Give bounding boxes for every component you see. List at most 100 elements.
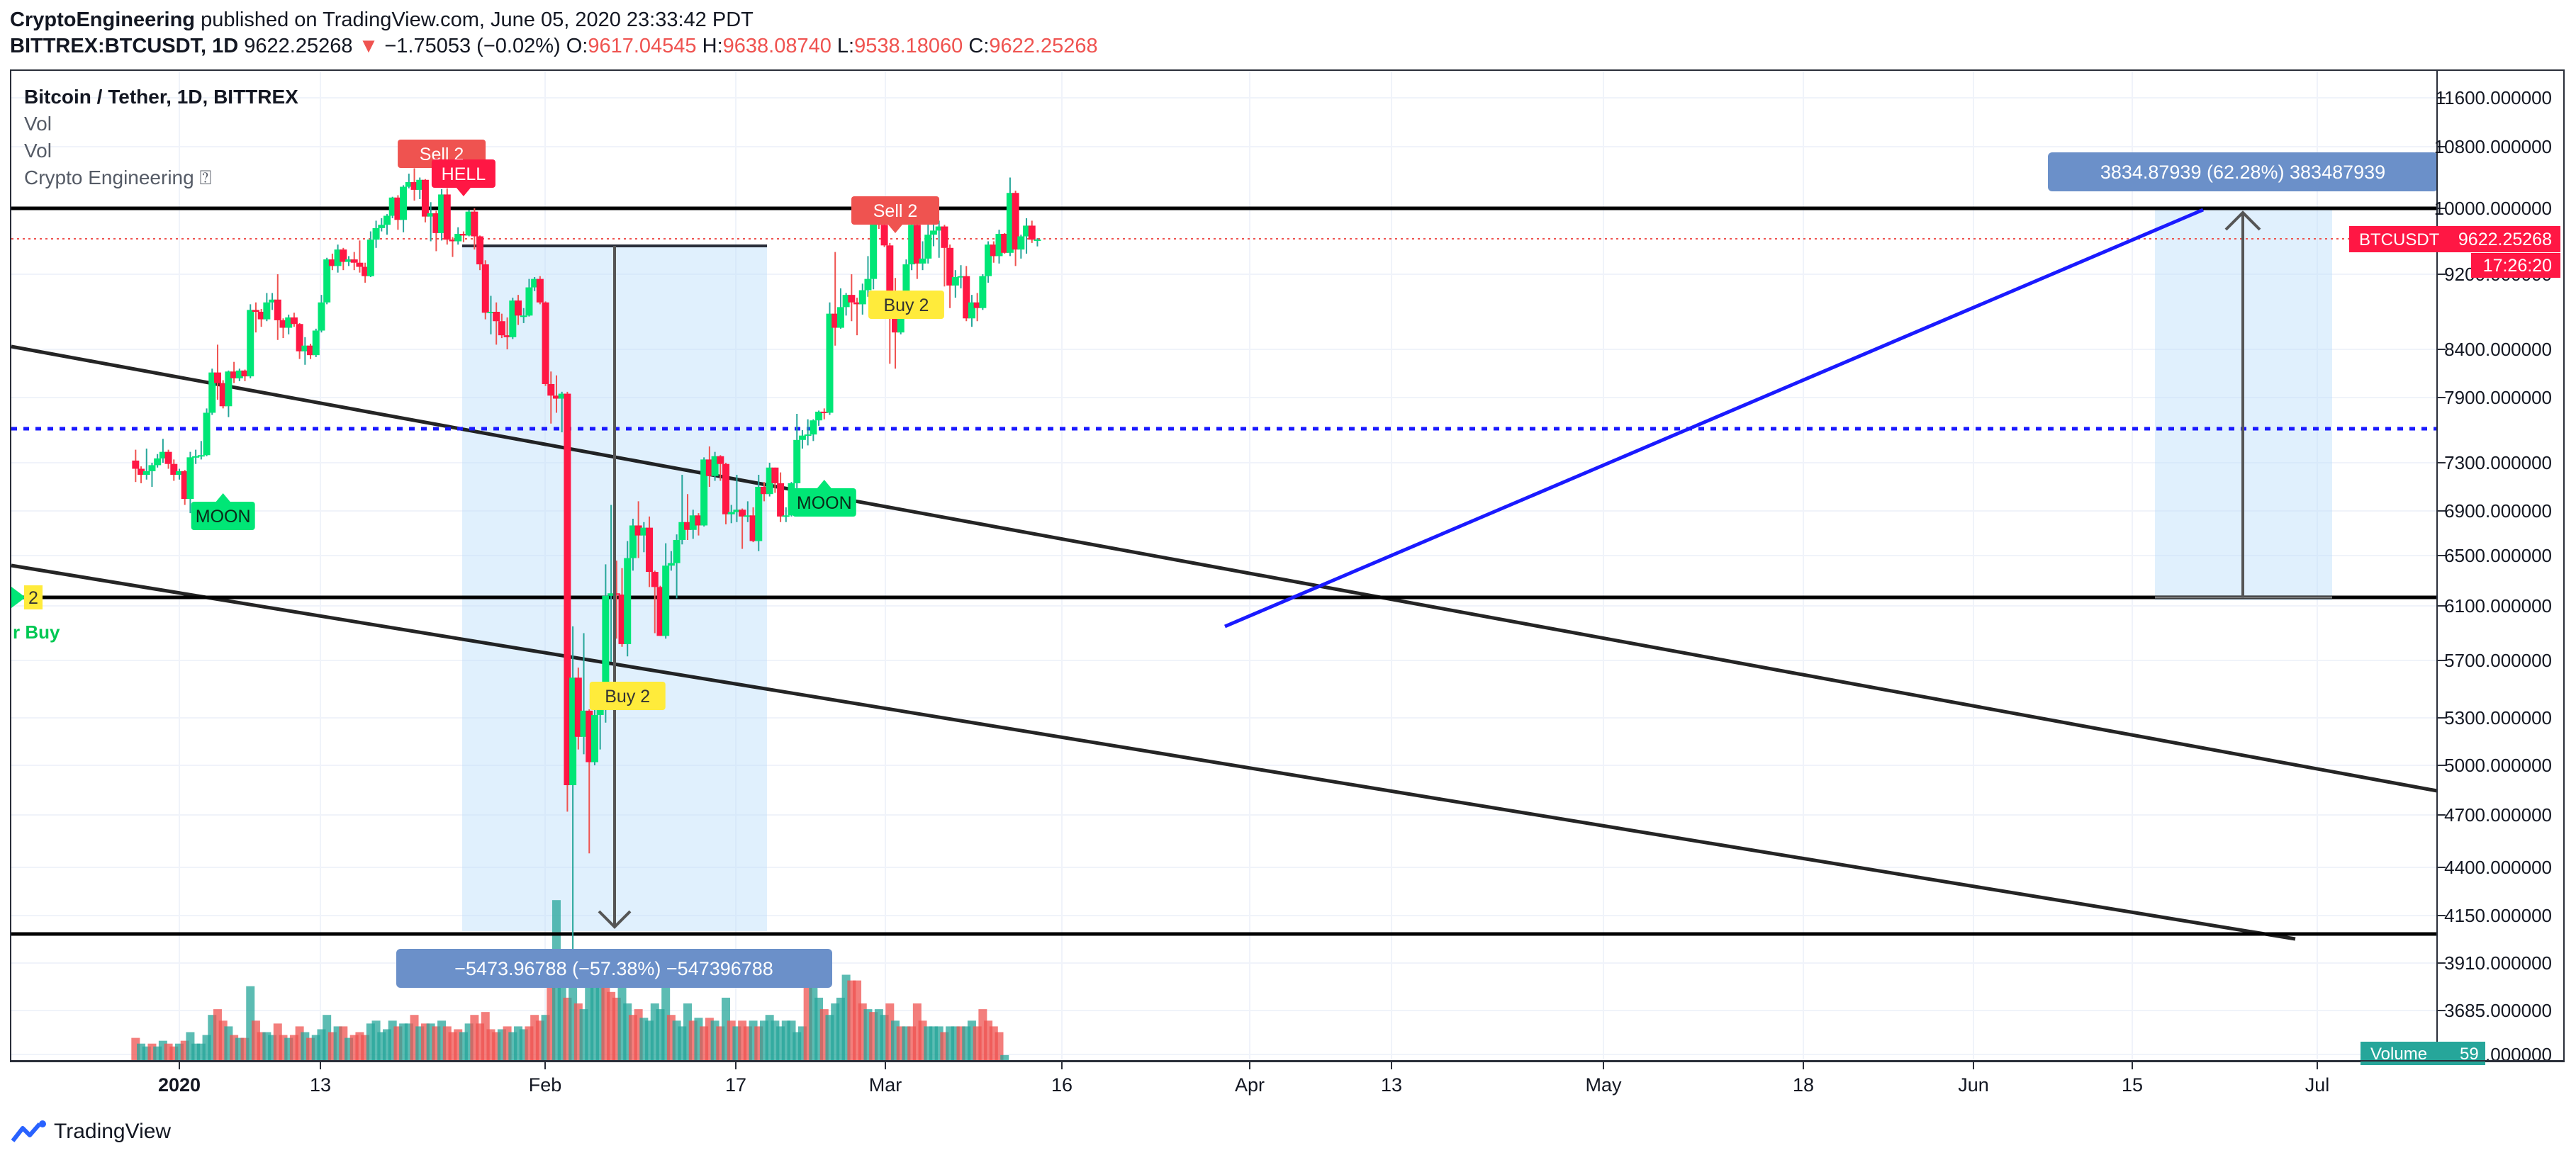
close-value: 9622.25268 [989,35,1098,57]
candle-body [695,515,702,526]
footer[interactable]: TradingView [11,1120,171,1144]
candle-body [328,259,336,266]
chart-header: CryptoEngineering published on TradingVi… [10,7,1098,60]
candle-body [705,459,713,476]
time-axis-label: 18 [1793,1074,1814,1096]
price-axis-label: 6900.000000 [2444,500,2552,522]
open-value: 9617.04545 [588,35,697,57]
signal-buy-label: Buy 2 [605,687,650,707]
signal-moon-arrow-icon [215,493,230,502]
price-tag-value: 9622.25268 [2458,230,2552,249]
candle-body [831,313,839,328]
candle-body [405,182,413,187]
time-axis-label: Jul [2305,1074,2330,1096]
legend-indicator[interactable]: Crypto Engineering ⍰ [24,167,212,188]
channel-upper-line[interactable] [11,344,2438,793]
time-axis-label: 16 [1051,1074,1073,1096]
volume-bar [995,1032,1004,1061]
candle-body [880,225,888,246]
candle-body [132,460,140,469]
candle-body [913,225,921,264]
candle-body [739,510,746,517]
candle-body [612,593,620,595]
author-name[interactable]: CryptoEngineering [10,9,196,31]
candle-body [558,393,566,399]
candle-body [493,312,500,322]
candle-body [853,302,861,305]
time-axis-label: Apr [1235,1074,1265,1096]
price-axis-label: 8400.000000 [2444,339,2552,360]
candle-body [602,595,610,705]
candle-body [946,247,954,286]
signal-buy-box[interactable] [868,291,944,319]
candle-body [640,527,648,536]
signal-hell-label: HELL [442,164,486,184]
candle-body [301,345,309,351]
candle-body [230,371,238,378]
signal-buy-label: Buy 2 [883,296,929,315]
time-axis-label: Mar [869,1074,902,1096]
candle-body [213,372,221,383]
candle-body [525,287,533,316]
candle-body [252,310,259,312]
candle-body [159,451,167,458]
time-axis-label: 13 [1381,1074,1402,1096]
candle-body [547,383,555,396]
signal-moon-box[interactable] [792,488,856,517]
price-axis-label: 4700.000000 [2444,804,2552,826]
time-axis-label: 2020 [158,1074,201,1096]
candle-body [749,515,757,541]
candle-body [274,299,281,320]
signal-sell-box[interactable] [851,196,940,225]
candle-body [542,302,549,384]
signal-hell-box[interactable] [431,159,495,188]
candle-body [755,487,763,541]
candle-body [536,278,544,303]
candle-body [727,512,735,514]
candle-body [454,234,462,242]
measure-up-label-box[interactable] [2048,152,2438,191]
candle-body [1028,225,1036,240]
candle-body [760,487,768,495]
candle-body [334,249,342,266]
measure-down-label: −5473.96788 (−57.38%) −547396788 [454,958,773,979]
candle-body [181,471,189,499]
candle-body [219,383,227,407]
price-tag-box[interactable] [2349,226,2560,252]
footer-brand: TradingView [54,1120,172,1143]
candle-body [459,234,467,236]
candle-body [372,227,380,240]
candle-body [269,299,276,303]
candle-body [624,558,632,644]
candle-body [733,510,741,512]
candle-body [662,565,670,636]
candle-body [552,395,560,399]
candle-body [465,211,473,236]
measure-arrow-up-head-icon [2224,210,2261,231]
candle-body [607,593,615,596]
candle-body [711,456,719,476]
legend-title[interactable]: Bitcoin / Tether, 1D, BITTREX [24,86,298,108]
candle-body [684,522,692,530]
measure-down-label-box[interactable] [396,949,832,988]
candle-body [717,456,724,464]
signal-moon-box[interactable] [191,502,255,530]
candle-body [509,300,517,337]
candle-body [164,451,172,464]
high-label: H: [702,35,723,57]
candle-body [142,471,150,475]
candle-body [957,276,965,278]
ascending-trendline[interactable] [1224,208,2204,629]
signal-buy-box[interactable] [589,682,666,710]
candle-body [203,412,211,456]
candle-body [892,318,900,333]
candle-body [383,215,391,225]
legend-volume-1[interactable]: Vol [24,113,52,135]
candle-body [924,235,932,259]
legend-volume-2[interactable]: Vol [24,140,52,162]
candle-body [590,714,598,762]
channel-lower-line[interactable] [11,563,2296,941]
candle-body [247,310,254,377]
candle-body [935,226,943,231]
